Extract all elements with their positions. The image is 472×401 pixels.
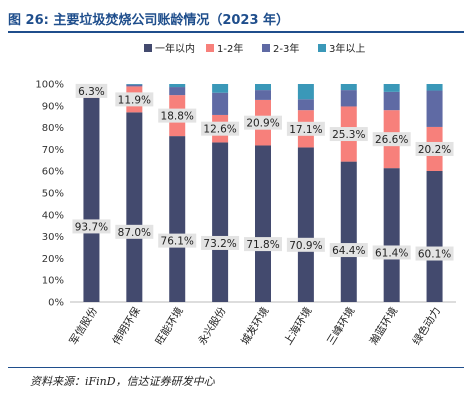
bar-segment [383, 168, 400, 302]
y-tick-label: 30% [42, 232, 64, 243]
bar-segment [255, 90, 271, 100]
data-label: 20.9% [246, 118, 279, 130]
data-label-box [244, 115, 282, 130]
bar-segment [255, 145, 271, 302]
legend-label: 一年以内 [155, 42, 195, 55]
x-tick-label: 伟明环保 [110, 304, 144, 347]
legend-swatch [206, 44, 214, 52]
data-label: 76.1% [161, 236, 194, 248]
title-rule [8, 31, 464, 33]
data-label: 6.3% [78, 86, 105, 98]
bar-segment [340, 84, 357, 91]
y-tick-label: 60% [42, 167, 64, 178]
bar-segment [126, 84, 143, 87]
data-label: 18.8% [161, 111, 194, 123]
x-tick-label: 军信股份 [68, 305, 101, 347]
figure-title: 图 26: 主要垃圾焚烧公司账龄情况（2023 年） [8, 13, 290, 28]
y-tick-label: 10% [42, 276, 64, 287]
data-label-box [75, 83, 108, 98]
data-label: 87.0% [118, 227, 151, 239]
bar-segment [383, 84, 400, 92]
bar-segment [426, 90, 443, 127]
data-label: 26.6% [375, 134, 408, 146]
data-label-box [372, 245, 411, 260]
bar-segment [297, 99, 314, 111]
data-label: 11.9% [118, 94, 151, 106]
data-label-box [329, 243, 368, 258]
source-rule [8, 367, 464, 368]
data-label: 25.3% [332, 129, 365, 141]
y-tick-label: 50% [42, 189, 64, 200]
data-label-box [415, 246, 454, 261]
data-label: 73.2% [203, 238, 236, 250]
x-tick-label: 城发环境 [238, 305, 271, 348]
data-label-box [286, 237, 325, 252]
data-label: 61.4% [375, 247, 408, 259]
data-label-box [372, 132, 411, 147]
legend-swatch [262, 44, 270, 52]
bar-segment [297, 147, 314, 302]
data-label-box [244, 237, 282, 252]
bar-segment [169, 136, 186, 302]
data-label: 12.6% [203, 124, 236, 136]
y-tick-label: 0% [48, 298, 64, 309]
x-tick-label: 绿色动力 [410, 305, 443, 348]
legend-label: 1-2年 [217, 42, 243, 55]
legend-label: 2-3年 [273, 42, 299, 55]
source-note: 资料来源：iFinD，信达证券研发中心 [30, 375, 215, 388]
y-tick-label: 20% [42, 254, 64, 265]
x-tick-label: 瀚蓝环境 [367, 305, 400, 348]
bar-segment [126, 112, 143, 302]
bar-segment [340, 90, 357, 107]
y-tick-label: 90% [42, 101, 64, 112]
legend-label: 3年以上 [329, 42, 365, 55]
bar-segment [212, 92, 229, 115]
y-tick-label: 80% [42, 123, 64, 134]
data-label: 17.1% [289, 124, 322, 136]
data-label-box [201, 121, 240, 136]
data-label: 70.9% [289, 240, 322, 252]
data-label: 64.4% [332, 245, 365, 257]
bar-segment [212, 84, 229, 93]
data-label-box [158, 108, 197, 123]
bar-segment [297, 84, 314, 100]
data-label: 20.2% [418, 144, 451, 156]
bar-segment [383, 91, 400, 111]
bar-segment [212, 142, 229, 302]
data-label-box [329, 127, 368, 142]
bar-segment [426, 84, 443, 91]
data-label-box [415, 141, 454, 156]
y-tick-label: 40% [42, 210, 64, 221]
legend-swatch [144, 44, 152, 52]
legend-swatch [318, 44, 326, 52]
data-label: 60.1% [418, 249, 451, 261]
y-tick-label: 70% [42, 145, 64, 156]
data-label-box [158, 233, 197, 248]
x-tick-label: 永兴股份 [195, 304, 229, 347]
data-label: 93.7% [75, 221, 108, 233]
data-label-box [201, 235, 240, 250]
bar-segment [426, 170, 443, 302]
bar-segment [255, 84, 271, 91]
bar-segment [169, 84, 186, 88]
x-tick-label: 上海环境 [281, 305, 314, 348]
data-label-box [115, 224, 154, 239]
data-label-box [286, 121, 325, 136]
bar-segment [126, 84, 143, 85]
x-tick-label: 旺能环境 [152, 305, 185, 348]
data-label-box [115, 92, 154, 107]
data-label-box [72, 219, 111, 234]
bar-segment [83, 97, 100, 302]
y-tick-label: 100% [35, 80, 64, 91]
data-label: 71.8% [246, 239, 279, 251]
bar-segment [340, 161, 357, 302]
bar-segment [169, 87, 186, 96]
x-tick-label: 三峰环境 [324, 305, 357, 348]
